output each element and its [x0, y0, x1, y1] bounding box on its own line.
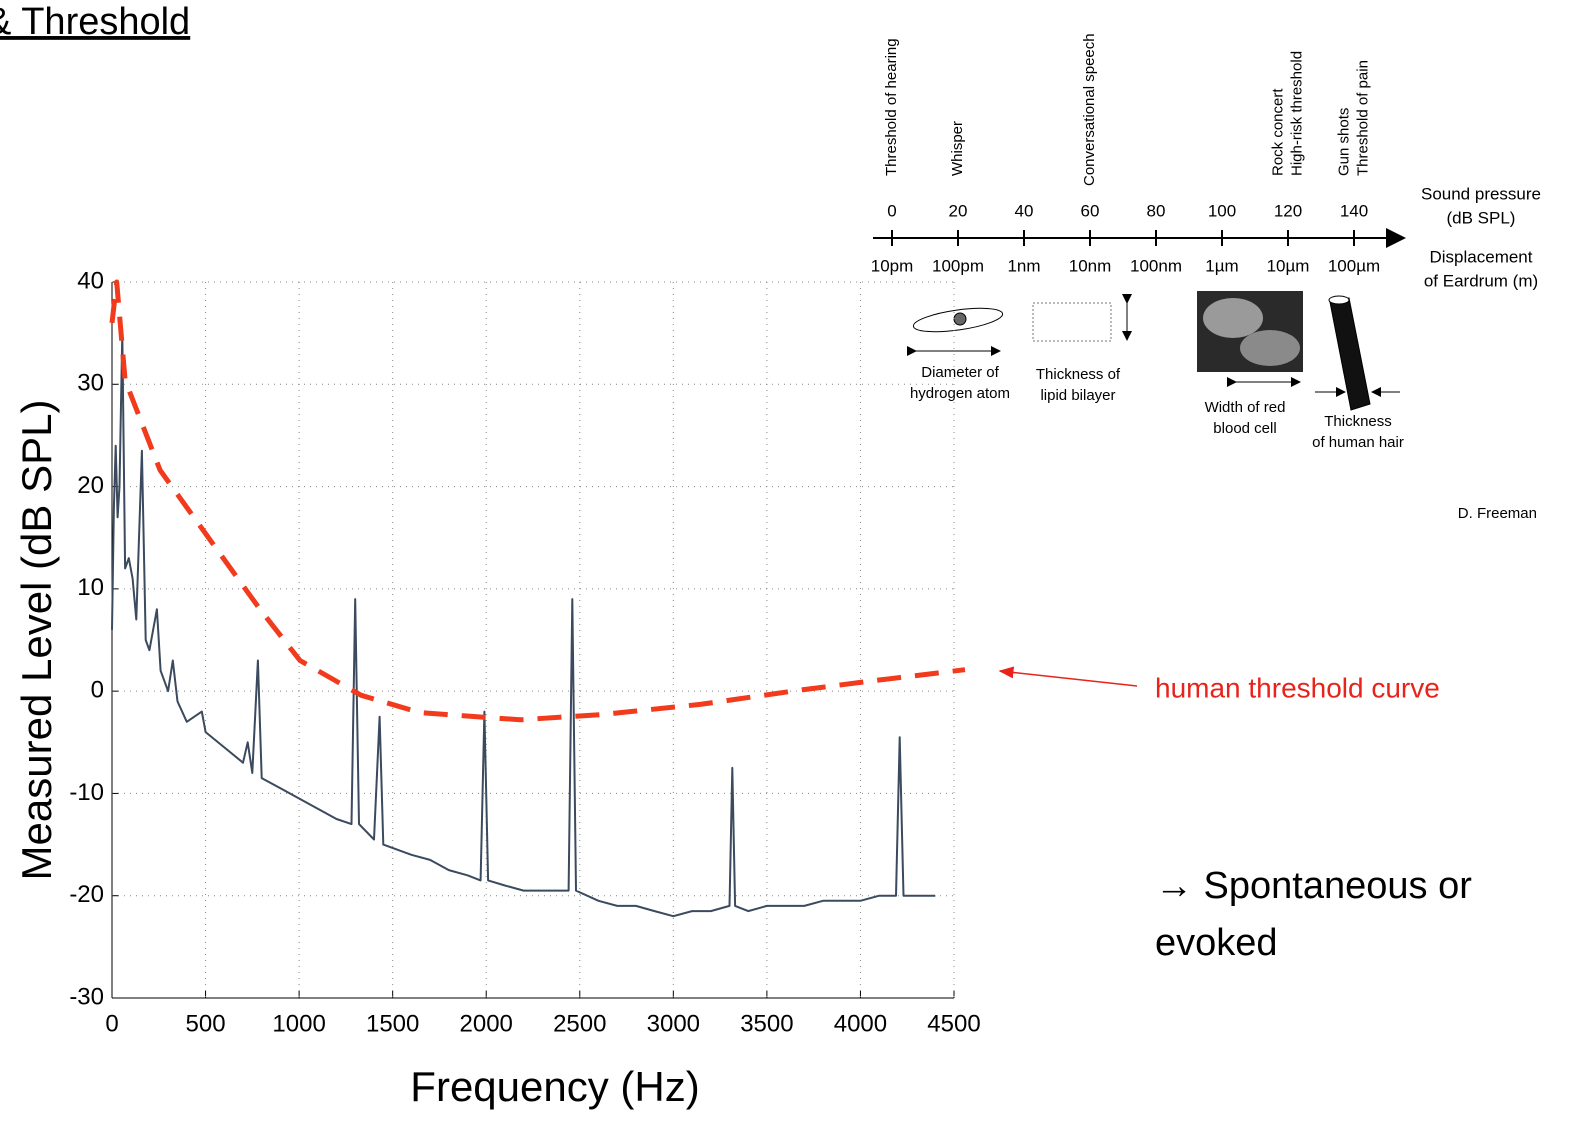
- x-tick-label: 0: [105, 1010, 118, 1037]
- db-tick-label: 80: [1147, 201, 1166, 220]
- event-label: Rock concert: [1269, 88, 1286, 176]
- example-caption: Thickness of: [1036, 366, 1121, 383]
- displacement-tick-label: 100µm: [1328, 256, 1380, 275]
- db-tick-label: 0: [887, 201, 896, 220]
- note-line: → Spontaneous or: [1155, 865, 1472, 907]
- displacement-tick-label: 1nm: [1007, 256, 1040, 275]
- credit: D. Freeman: [1458, 505, 1537, 522]
- example-caption: lipid bilayer: [1040, 387, 1115, 404]
- db-tick-label: 20: [949, 201, 968, 220]
- x-tick-label: 500: [186, 1010, 226, 1037]
- displacement-tick-label: 100nm: [1130, 256, 1182, 275]
- db-tick-label: 140: [1340, 201, 1368, 220]
- displacement-tick-label: 1µm: [1205, 256, 1238, 275]
- displacement-tick-label: 100pm: [932, 256, 984, 275]
- x-tick-label: 3500: [740, 1010, 793, 1037]
- x-tick-label: 4000: [834, 1010, 887, 1037]
- x-tick-label: 2500: [553, 1010, 606, 1037]
- example-caption: Thickness: [1324, 413, 1392, 430]
- example-caption: Width of red: [1205, 399, 1286, 416]
- y-tick-label: -10: [69, 779, 104, 806]
- event-label: Gun shots: [1335, 108, 1352, 176]
- x-tick-label: 2000: [460, 1010, 513, 1037]
- y-tick-label: 40: [77, 267, 104, 294]
- db-tick-label: 100: [1208, 201, 1236, 220]
- note-line: evoked: [1155, 922, 1278, 964]
- db-tick-label: 60: [1081, 201, 1100, 220]
- annotation-arrow: [998, 666, 1138, 687]
- x-axis-label: Frequency (Hz): [410, 1063, 699, 1110]
- annotation: human threshold curve: [1155, 672, 1440, 703]
- example-caption: of human hair: [1312, 434, 1404, 451]
- illustrations: [907, 291, 1400, 411]
- event-label: Threshold of pain: [1354, 60, 1371, 176]
- scale-label: (dB SPL): [1447, 208, 1516, 227]
- displacement-tick-label: 10nm: [1069, 256, 1112, 275]
- event-label: High-risk threshold: [1288, 51, 1305, 176]
- x-tick-label: 3000: [647, 1010, 700, 1037]
- y-tick-label: 10: [77, 574, 104, 601]
- event-label: Whisper: [949, 121, 966, 176]
- example-caption: blood cell: [1213, 420, 1276, 437]
- y-tick-label: -20: [69, 881, 104, 908]
- scale-label: of Eardrum (m): [1424, 271, 1538, 290]
- example-caption: Diameter of: [921, 364, 999, 381]
- scale-label: Displacement: [1430, 247, 1533, 266]
- x-tick-label: 1000: [272, 1010, 325, 1037]
- x-tick-label: 1500: [366, 1010, 419, 1037]
- y-tick-label: 20: [77, 472, 104, 499]
- y-tick-label: 30: [77, 370, 104, 397]
- threshold-curve: [109, 279, 966, 723]
- db-tick-label: 40: [1015, 201, 1034, 220]
- spectrum-line: [111, 332, 936, 918]
- example-caption: hydrogen atom: [910, 385, 1010, 402]
- y-axis-label: Measured Level (dB SPL): [13, 400, 60, 881]
- x-tick-label: 4500: [927, 1010, 980, 1037]
- scale-label: Sound pressure: [1421, 184, 1541, 203]
- db-tick-label: 120: [1274, 201, 1302, 220]
- y-tick-label: 0: [91, 676, 104, 703]
- displacement-tick-label: 10pm: [871, 256, 914, 275]
- slide-title: & Threshold: [0, 1, 190, 43]
- event-label: Threshold of hearing: [883, 38, 900, 176]
- displacement-tick-label: 10µm: [1267, 256, 1310, 275]
- event-label: Conversational speech: [1081, 33, 1098, 186]
- y-tick-label: -30: [69, 983, 104, 1010]
